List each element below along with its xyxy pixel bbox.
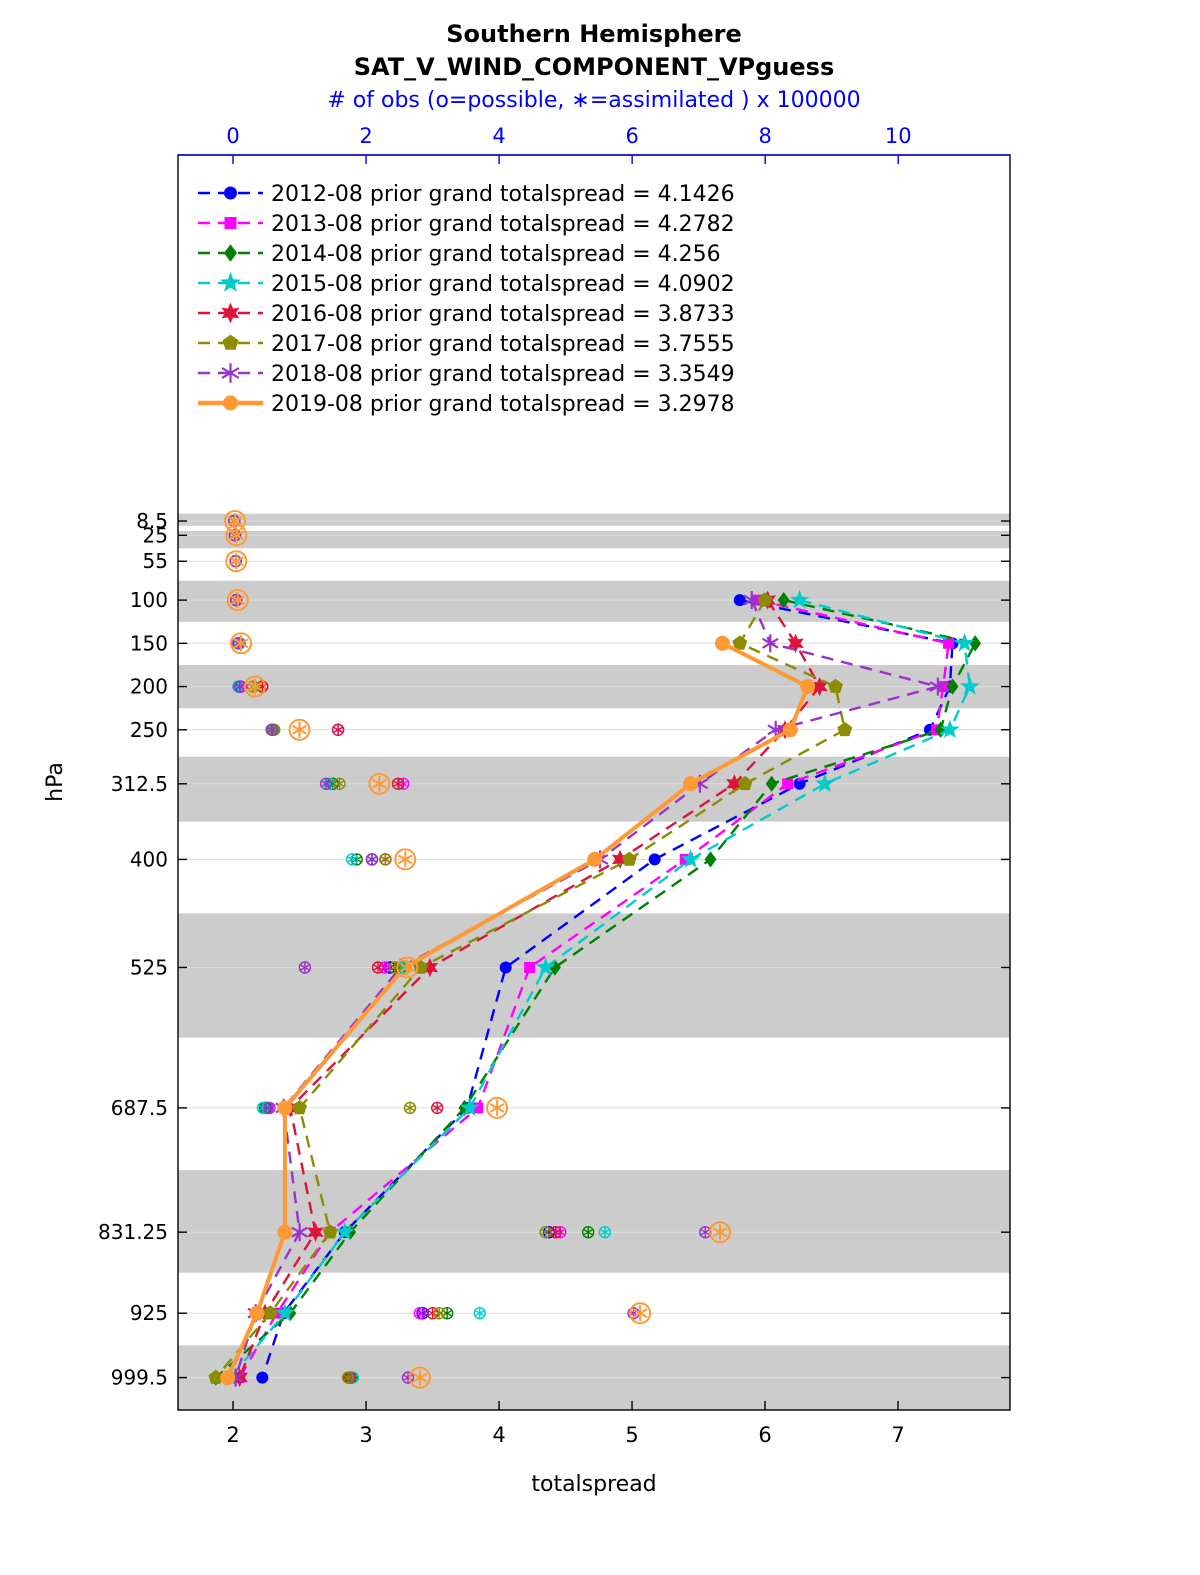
bottom-tick-label: 4	[492, 1423, 505, 1447]
pressure-tick-label: 250	[130, 718, 168, 742]
pressure-tick-label: 687.5	[111, 1096, 168, 1120]
top-axis-label: # of obs (o=possible, ∗=assimilated ) x …	[327, 88, 860, 113]
legend-item-2015-08: 2015-08 prior grand totalspread = 4.0902	[198, 271, 735, 297]
chart-title: Southern Hemisphere	[446, 20, 742, 48]
pressure-tick-label: 55	[143, 549, 168, 573]
shaded-band	[178, 756, 1010, 822]
series-2017-08	[208, 592, 853, 1384]
bottom-axis-label: totalspread	[531, 1472, 656, 1497]
pressure-tick-label: 100	[130, 588, 168, 612]
legend-item-2014-08: 2014-08 prior grand totalspread = 4.256	[198, 242, 721, 267]
bottom-tick-label: 7	[891, 1423, 904, 1447]
shaded-band	[178, 913, 1010, 1038]
legend-label: 2017-08 prior grand totalspread = 3.7555	[271, 332, 735, 357]
legend-label: 2018-08 prior grand totalspread = 3.3549	[271, 362, 735, 387]
legend-label: 2014-08 prior grand totalspread = 4.256	[271, 242, 721, 267]
pressure-tick-label: 525	[130, 955, 168, 979]
top-tick-label: 6	[625, 124, 638, 148]
legend-item-2019-08: 2019-08 prior grand totalspread = 3.2978	[198, 392, 735, 417]
shaded-band	[178, 1170, 1010, 1273]
legend: 2012-08 prior grand totalspread = 4.1426…	[198, 182, 735, 417]
y-axis-label: hPa	[43, 762, 68, 802]
shaded-band	[178, 580, 1010, 622]
series-2019-08	[220, 635, 816, 1386]
pressure-tick-label: 400	[130, 847, 168, 871]
legend-item-2012-08: 2012-08 prior grand totalspread = 4.1426	[198, 182, 735, 207]
legend-item-2016-08: 2016-08 prior grand totalspread = 3.8733	[198, 302, 735, 327]
top-tick-label: 4	[492, 124, 505, 148]
legend-item-2018-08: 2018-08 prior grand totalspread = 3.3549	[198, 362, 735, 387]
bottom-tick-label: 5	[625, 1423, 638, 1447]
pressure-tick-label: 312.5	[111, 772, 168, 796]
chart-subtitle: SAT_V_WIND_COMPONENT_VPguess	[354, 53, 834, 81]
pressure-tick-label: 831.25	[98, 1220, 168, 1244]
top-tick-label: 0	[226, 124, 239, 148]
bottom-tick-label: 6	[758, 1423, 771, 1447]
pressure-tick-label: 925	[130, 1301, 168, 1325]
legend-label: 2013-08 prior grand totalspread = 4.2782	[271, 212, 735, 237]
obs-2019-08	[224, 510, 731, 1389]
legend-label: 2019-08 prior grand totalspread = 3.2978	[271, 392, 735, 417]
bottom-tick-label: 3	[359, 1423, 372, 1447]
shaded-band	[178, 531, 1010, 549]
legend-label: 2012-08 prior grand totalspread = 4.1426	[271, 182, 735, 207]
pressure-tick-label: 150	[130, 631, 168, 655]
legend-item-2013-08: 2013-08 prior grand totalspread = 4.2782	[198, 212, 735, 237]
top-tick-label: 10	[885, 124, 912, 148]
axis-labels: Southern Hemisphere SAT_V_WIND_COMPONENT…	[43, 20, 861, 1497]
legend-label: 2016-08 prior grand totalspread = 3.8733	[271, 302, 735, 327]
obs-count-markers	[224, 510, 731, 1389]
pressure-tick-label: 8.5	[136, 509, 168, 533]
top-tick-label: 2	[359, 124, 372, 148]
legend-item-2017-08: 2017-08 prior grand totalspread = 3.7555	[198, 332, 735, 357]
shaded-band	[178, 513, 1010, 526]
totalspread-series	[208, 589, 982, 1388]
shaded-bands	[178, 513, 1010, 1410]
pressure-tick-label: 25	[143, 523, 168, 547]
pressure-tick-label: 200	[130, 675, 168, 699]
top-tick-label: 8	[759, 124, 772, 148]
legend-label: 2015-08 prior grand totalspread = 4.0902	[271, 272, 735, 297]
series-line	[225, 641, 811, 1379]
pressure-tick-label: 999.5	[111, 1366, 168, 1390]
bottom-tick-label: 2	[226, 1423, 239, 1447]
gridlines	[178, 520, 1010, 1379]
